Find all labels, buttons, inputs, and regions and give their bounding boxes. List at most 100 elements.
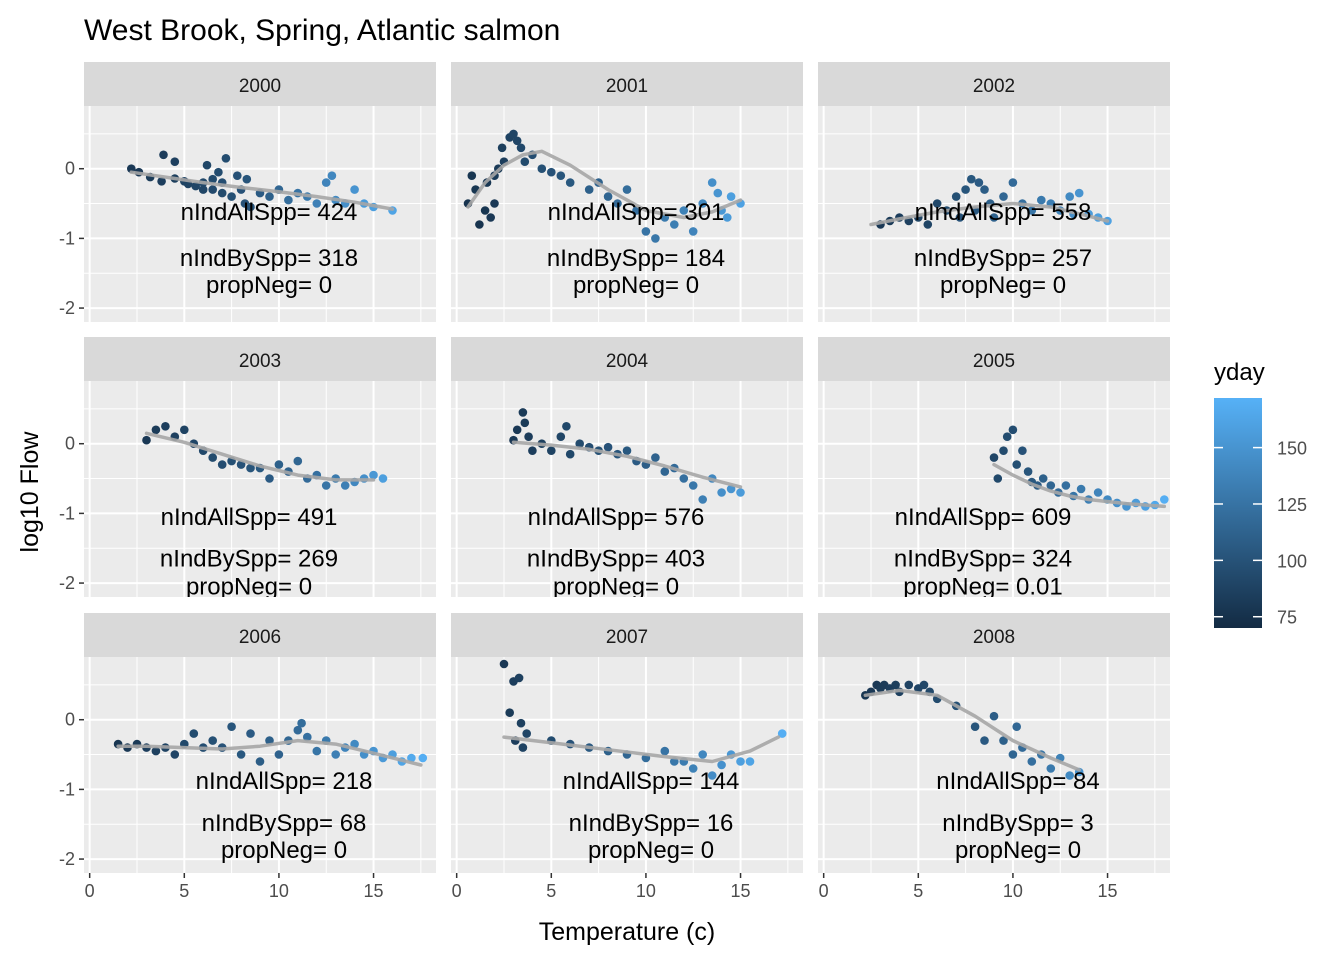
data-point [242,174,252,184]
panel-annotation: nIndBySpp= 403 [527,546,705,573]
data-point [221,154,231,163]
data-point [227,722,236,731]
legend-ticks: 75 100 125 150 [1214,439,1307,628]
y-axis-title: log10 Flow [16,431,44,553]
data-point [660,467,670,476]
data-point [1012,460,1021,469]
data-point [284,195,293,205]
data-point [989,711,999,721]
facet-strip [818,62,1170,106]
data-point [1008,425,1018,435]
facet-panel-2007: 2007 nIndAllSpp= 144 nIndBySpp= 16propNeg=… [451,613,803,901]
panel-annotation: propNeg= 0 [588,837,714,864]
panel-background [451,381,803,597]
data-point [486,213,496,222]
panel-annotation: nIndBySpp= 3 [942,810,1093,837]
panel-annotation: nIndAllSpp= 144 [563,768,740,795]
data-point [407,753,416,763]
smooth-line [502,735,781,764]
data-point [993,474,1003,483]
panel-annotation: nIndAllSpp= 558 [915,199,1092,226]
facet-strip [451,337,803,381]
data-point [480,206,490,215]
data-point [246,729,255,738]
data-point [1065,192,1074,201]
facet-strip [818,613,1170,657]
facet-panel-2004: 2004 nIndAllSpp= 576 nIndBySpp= 403propNeg… [451,337,803,597]
chart-title: West Brook, Spring, Atlantic salmon [84,14,560,47]
facet-strip [818,337,1170,381]
smooth-line [129,170,395,211]
data-point [726,484,736,494]
data-point [227,192,236,201]
facet-strip-label: 2001 [606,76,648,97]
data-point [660,746,670,756]
legend-tick-label: 75 [1277,608,1297,628]
data-point [180,425,189,435]
panel-background [451,106,803,322]
data-point [350,185,359,194]
facet-strip [451,62,803,106]
data-point [622,185,632,194]
data-point [547,446,556,456]
data-point [713,188,723,198]
facet-panel-2000: 2000 nIndAllSpp= 424 nIndBySpp= 318propNeg… [59,62,436,322]
data-point [350,739,359,749]
data-point [670,220,679,229]
x-tick-label: 5 [913,881,923,901]
data-point [522,729,531,738]
data-point [707,771,717,780]
smooth-line [116,738,423,767]
data-point [208,736,217,745]
panel-annotation: nIndAllSpp= 576 [528,504,705,531]
data-point [955,213,965,222]
panel-annotation: nIndBySpp= 257 [914,245,1092,272]
y-tick-label: -2 [59,849,75,869]
y-tick-label: -1 [59,779,75,799]
data-point [1076,484,1086,494]
data-point [505,708,514,717]
data-point [1074,188,1084,198]
data-point [1037,195,1046,205]
data-point [151,746,161,756]
data-point [520,157,530,166]
data-point [265,474,274,483]
data-point [499,659,509,669]
data-point [528,446,537,456]
panel-annotation: propNeg= 0 [573,272,699,299]
facet-panel-2006: 2006 nIndAllSpp= 218 nIndBySpp= 68propNeg=… [59,613,436,901]
data-point [321,178,331,187]
data-point [142,435,151,445]
panel-annotation: nIndBySpp= 324 [894,546,1072,573]
x-tick-label: 10 [1003,881,1023,901]
data-point [999,736,1008,745]
data-point [923,220,933,229]
data-point [717,760,726,770]
data-point [537,164,547,173]
data-point [688,481,698,490]
data-point [736,488,745,497]
data-point [565,178,575,187]
data-point [1065,771,1074,780]
data-point [303,732,312,742]
data-point [1093,488,1103,497]
data-point [516,718,526,728]
y-tick-label: -1 [59,228,75,248]
panel-annotation: propNeg= 0 [186,574,312,601]
data-point [891,680,900,690]
data-point [1012,722,1021,731]
panel-annotation: nIndBySpp= 269 [160,546,338,573]
data-point [297,718,306,728]
data-point [170,750,180,759]
facet-panel-2003: 2003 nIndAllSpp= 491 nIndBySpp= 269propNeg… [59,337,436,601]
panel-annotation: propNeg= 0.01 [903,574,1062,601]
y-tick-label: -2 [59,298,75,318]
data-point [919,680,929,690]
data-point [1160,495,1169,504]
data-point [736,757,745,766]
data-point [518,408,528,417]
